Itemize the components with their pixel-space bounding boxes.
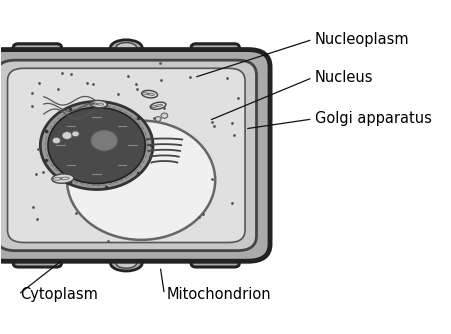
Ellipse shape — [234, 147, 247, 163]
Ellipse shape — [90, 101, 107, 108]
Text: Golgi apparatus: Golgi apparatus — [314, 112, 431, 127]
Ellipse shape — [67, 121, 215, 240]
FancyBboxPatch shape — [191, 229, 239, 267]
Ellipse shape — [150, 102, 166, 109]
Text: Nucleus: Nucleus — [314, 70, 373, 85]
Text: Nucleoplasm: Nucleoplasm — [314, 32, 409, 47]
FancyBboxPatch shape — [13, 44, 61, 81]
FancyBboxPatch shape — [191, 44, 239, 81]
Ellipse shape — [141, 91, 157, 98]
Ellipse shape — [110, 255, 142, 271]
FancyBboxPatch shape — [8, 68, 244, 242]
FancyBboxPatch shape — [20, 235, 54, 262]
Circle shape — [48, 107, 145, 184]
Text: Mitochondrion: Mitochondrion — [166, 287, 271, 302]
FancyBboxPatch shape — [0, 49, 269, 261]
Ellipse shape — [116, 258, 136, 268]
Ellipse shape — [230, 143, 250, 168]
Ellipse shape — [116, 43, 136, 53]
Text: Cytoplasm: Cytoplasm — [20, 287, 98, 302]
FancyBboxPatch shape — [20, 49, 54, 76]
Ellipse shape — [52, 174, 74, 183]
Ellipse shape — [4, 147, 17, 163]
FancyBboxPatch shape — [198, 235, 232, 262]
Circle shape — [72, 131, 79, 137]
FancyBboxPatch shape — [13, 229, 61, 267]
Ellipse shape — [110, 40, 142, 56]
Circle shape — [62, 132, 72, 140]
Ellipse shape — [0, 143, 21, 168]
Circle shape — [40, 102, 152, 189]
Circle shape — [155, 117, 161, 121]
Circle shape — [52, 137, 60, 144]
Circle shape — [91, 130, 118, 151]
FancyBboxPatch shape — [0, 60, 256, 251]
Circle shape — [161, 113, 167, 118]
FancyBboxPatch shape — [198, 49, 232, 76]
